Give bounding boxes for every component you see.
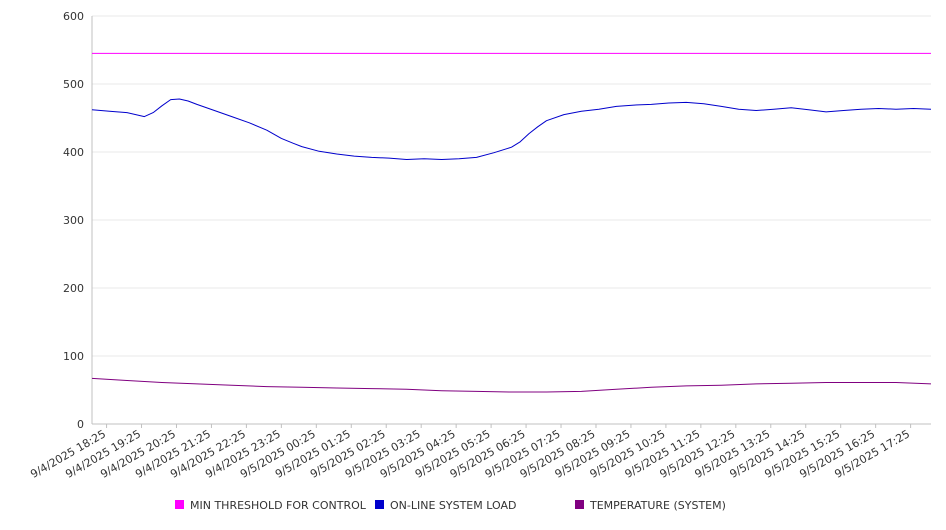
- legend-label: TEMPERATURE (SYSTEM): [589, 499, 726, 512]
- legend-label: MIN THRESHOLD FOR CONTROL: [190, 499, 367, 512]
- y-tick-label: 500: [63, 78, 84, 91]
- legend-swatch: [375, 500, 384, 509]
- y-tick-label: 200: [63, 282, 84, 295]
- y-tick-label: 400: [63, 146, 84, 159]
- y-tick-label: 600: [63, 10, 84, 23]
- legend-label: ON-LINE SYSTEM LOAD: [390, 499, 516, 512]
- series-line-temperature-system: [91, 377, 932, 393]
- y-tick-label: 100: [63, 350, 84, 363]
- y-tick-label: 0: [77, 418, 84, 431]
- legend-swatch: [175, 500, 184, 509]
- legend-swatch: [575, 500, 584, 509]
- y-tick-label: 300: [63, 214, 84, 227]
- series-line-on-line-system-load: [91, 98, 932, 160]
